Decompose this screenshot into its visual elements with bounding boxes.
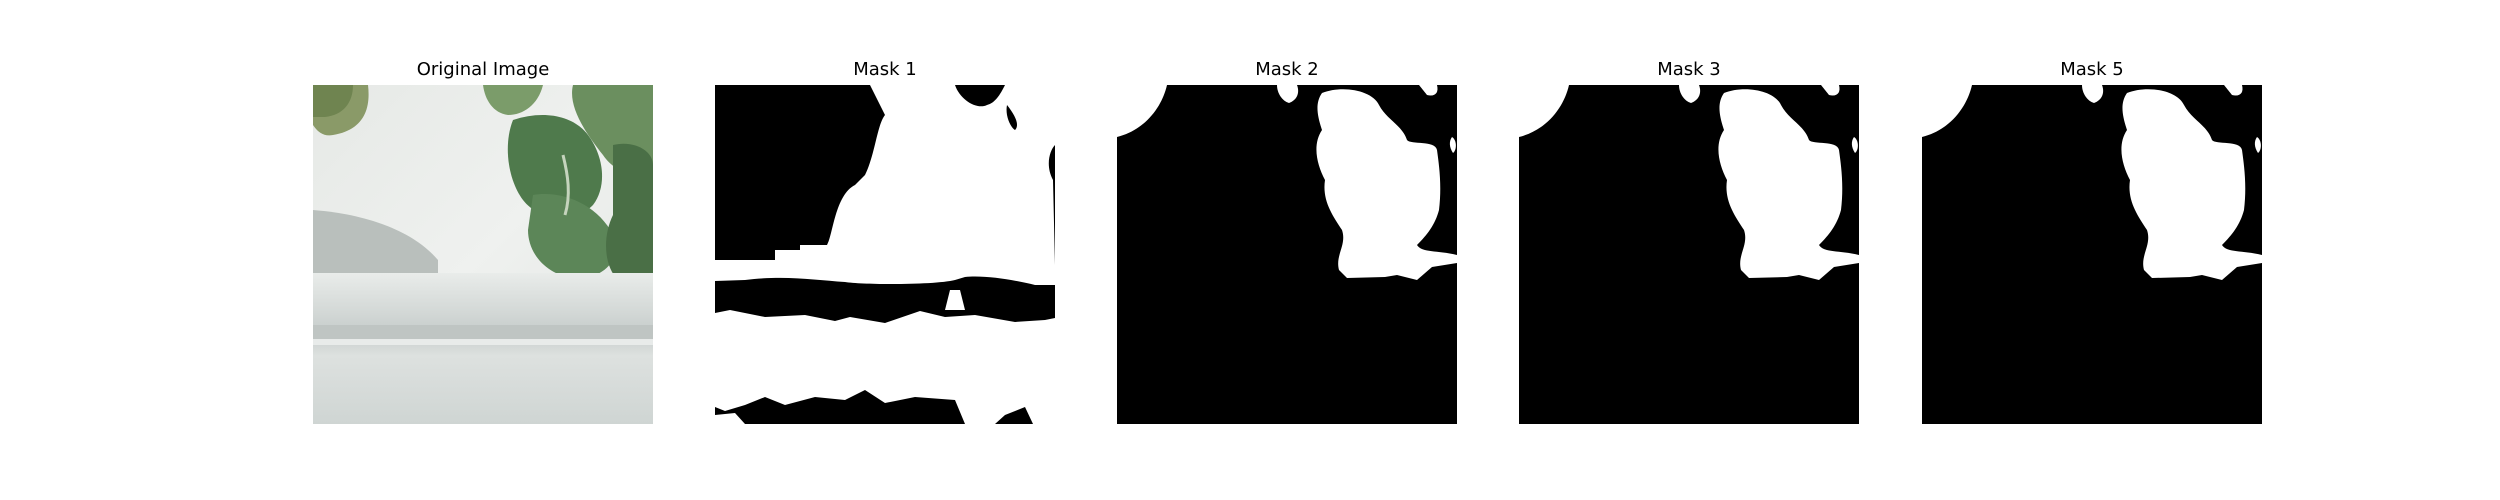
mask-5-image (1922, 85, 2262, 424)
panel-title: Original Image (416, 59, 550, 80)
panel-title: Mask 3 (1657, 59, 1721, 80)
mask-3-image (1519, 85, 1859, 424)
mask-2-image (1117, 85, 1457, 424)
panel-title: Mask 2 (1255, 59, 1319, 80)
panel-title: Mask 5 (2060, 59, 2124, 80)
panel-title: Mask 1 (853, 59, 917, 80)
original-image (313, 85, 653, 424)
mask-1-image (715, 85, 1055, 424)
